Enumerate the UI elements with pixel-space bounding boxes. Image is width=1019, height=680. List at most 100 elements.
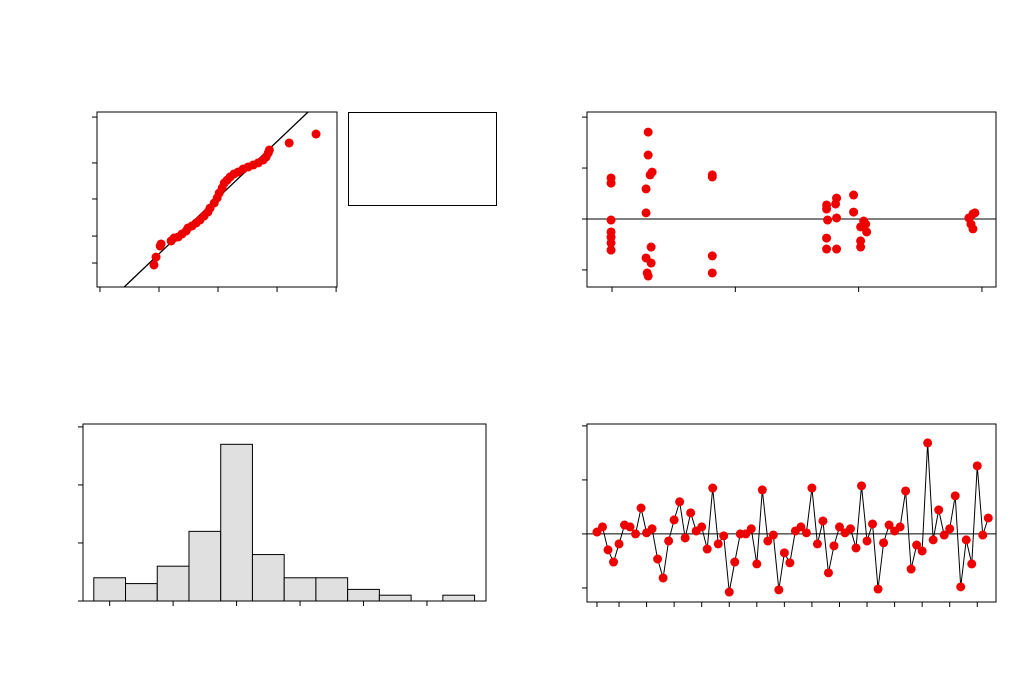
point (757, 485, 767, 495)
point (818, 516, 828, 526)
point (862, 227, 872, 237)
point (643, 150, 653, 160)
point (719, 531, 729, 541)
point (646, 258, 656, 268)
point (801, 528, 811, 538)
point (832, 244, 842, 254)
point (917, 546, 927, 556)
point (856, 242, 866, 252)
point (796, 522, 806, 532)
bar (125, 583, 158, 602)
point (603, 545, 613, 555)
point (730, 557, 740, 567)
bar (315, 577, 349, 602)
point (967, 559, 977, 569)
point (636, 503, 646, 513)
point (746, 524, 756, 534)
point (597, 522, 607, 532)
point (707, 268, 717, 278)
point (647, 524, 657, 534)
plot-frame (586, 111, 997, 288)
point (641, 184, 651, 194)
point (823, 568, 833, 578)
bar (188, 530, 222, 602)
point (724, 587, 734, 597)
point (807, 483, 817, 493)
point (884, 520, 894, 530)
point (151, 252, 161, 262)
plot-frame (586, 423, 997, 603)
point (901, 486, 911, 496)
point (822, 233, 832, 243)
point (774, 585, 784, 595)
point (284, 138, 294, 148)
bar (251, 554, 285, 602)
point (849, 190, 859, 200)
point (645, 170, 655, 180)
point (664, 536, 674, 546)
point (822, 244, 832, 254)
plot-frame (82, 423, 487, 602)
point (868, 519, 878, 529)
point (779, 548, 789, 558)
point (945, 524, 955, 534)
point (873, 584, 883, 594)
bar (442, 594, 476, 602)
point (606, 238, 616, 248)
point (707, 251, 717, 261)
point (658, 573, 668, 583)
point (812, 539, 822, 549)
point (906, 564, 916, 574)
point (832, 213, 842, 223)
bar (378, 594, 412, 602)
point (614, 539, 624, 549)
point (675, 497, 685, 507)
point (849, 207, 859, 217)
point (653, 554, 663, 564)
point (763, 536, 773, 546)
point (713, 539, 723, 549)
point (856, 222, 866, 232)
point (606, 178, 616, 188)
point (834, 522, 844, 532)
point (707, 172, 717, 182)
point (857, 481, 867, 491)
point (862, 536, 872, 546)
point (641, 208, 651, 218)
point (961, 535, 971, 545)
point (669, 515, 679, 525)
bar (93, 577, 127, 602)
point (643, 271, 653, 281)
point (149, 260, 159, 270)
point (686, 508, 696, 518)
point (923, 438, 933, 448)
point (785, 558, 795, 568)
point (851, 543, 861, 553)
point (972, 461, 982, 471)
point (631, 529, 641, 539)
point (829, 541, 839, 551)
point (939, 530, 949, 540)
point (311, 129, 321, 139)
point (752, 559, 762, 569)
plot-frame (96, 111, 338, 288)
point (768, 530, 778, 540)
point (845, 524, 855, 534)
legend-box (348, 112, 497, 206)
bar (156, 565, 190, 602)
point (708, 483, 718, 493)
point (934, 505, 944, 515)
point (156, 239, 166, 249)
point (879, 538, 889, 548)
point (264, 145, 274, 155)
point (680, 533, 690, 543)
point (968, 224, 978, 234)
point (643, 127, 653, 137)
point (928, 535, 938, 545)
point (912, 540, 922, 550)
point (950, 491, 960, 501)
point (822, 204, 832, 214)
